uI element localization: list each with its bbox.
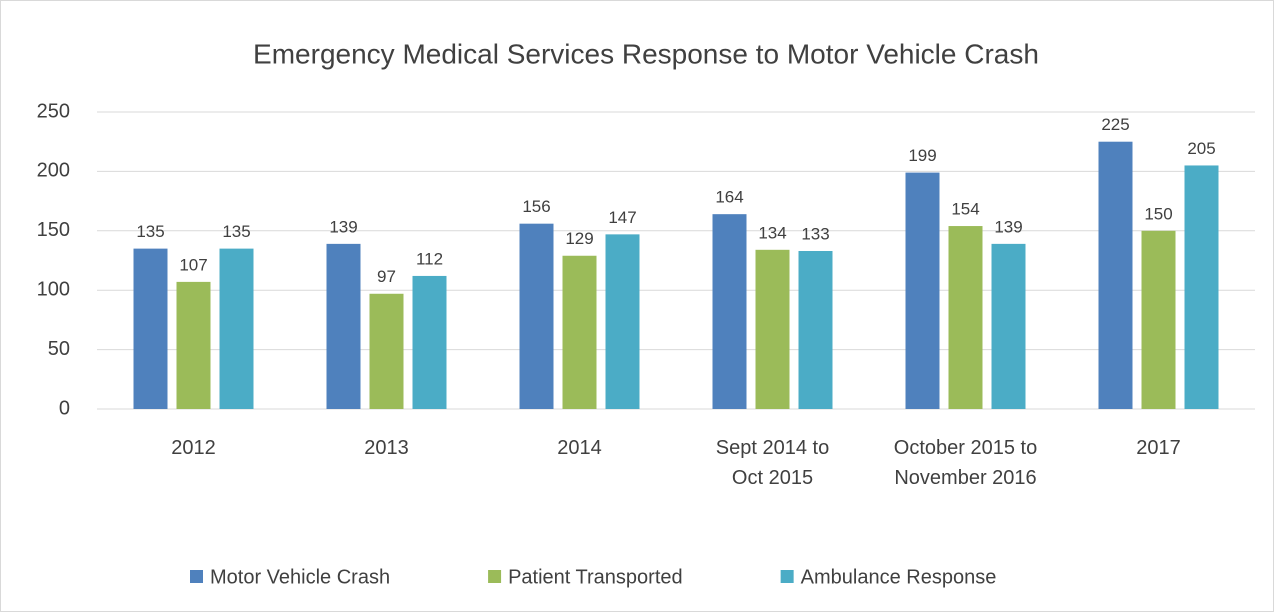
- data-label: 147: [608, 208, 636, 227]
- data-label: 156: [522, 197, 550, 216]
- legend-swatch: [488, 570, 502, 583]
- data-label: 107: [179, 255, 207, 274]
- x-tick-label: October 2015 to November 2016: [893, 437, 1038, 489]
- data-label: 199: [908, 146, 936, 165]
- y-tick-label: 0: [59, 397, 70, 419]
- legend-swatch: [190, 570, 203, 583]
- bar: [176, 281, 211, 409]
- data-label: 164: [715, 188, 743, 207]
- data-label: 129: [565, 229, 593, 248]
- y-tick-label: 50: [48, 338, 70, 360]
- data-label: 112: [416, 249, 443, 268]
- bar: [755, 249, 790, 409]
- bar: [326, 243, 361, 409]
- chart-title: Emergency Medical Services Response to M…: [253, 38, 1039, 69]
- data-label: 205: [1187, 139, 1215, 158]
- legend-label: Motor Vehicle Crash: [210, 566, 390, 588]
- x-tick-label: 2012: [171, 437, 216, 459]
- bar: [412, 275, 447, 409]
- y-tick-label: 250: [37, 100, 70, 122]
- data-label: 134: [758, 223, 786, 242]
- bar: [219, 248, 254, 409]
- bar: [798, 250, 833, 409]
- data-label: 154: [951, 200, 979, 219]
- y-tick-label: 200: [37, 160, 70, 182]
- legend-label: Patient Transported: [508, 566, 683, 588]
- x-tick-label: Sept 2014 to Oct 2015: [715, 437, 830, 489]
- bar: [133, 248, 168, 409]
- data-label: 225: [1101, 115, 1129, 134]
- legend-swatch: [780, 570, 794, 583]
- x-tick-label: 2013: [364, 437, 409, 459]
- legend-label: Ambulance Response: [801, 566, 997, 588]
- data-label: 97: [377, 267, 396, 286]
- data-label: 150: [1144, 204, 1172, 223]
- data-label: 139: [994, 217, 1022, 236]
- y-tick-label: 150: [37, 219, 70, 241]
- bar: [519, 223, 554, 409]
- data-label: 135: [136, 222, 164, 241]
- bar: [712, 214, 747, 409]
- bar: [991, 243, 1026, 409]
- y-tick-label: 100: [37, 278, 70, 300]
- bar: [905, 172, 940, 409]
- bar: [369, 293, 404, 409]
- bar: [605, 234, 640, 409]
- bar: [562, 255, 597, 409]
- data-label: 133: [801, 224, 829, 243]
- bar: [1184, 165, 1219, 409]
- bar: [948, 226, 983, 409]
- bar: [1098, 141, 1133, 409]
- x-tick-label: 2017: [1136, 437, 1181, 459]
- bar: [1141, 230, 1176, 409]
- data-label: 139: [329, 217, 357, 236]
- data-label: 135: [222, 222, 250, 241]
- x-tick-label: 2014: [557, 437, 602, 459]
